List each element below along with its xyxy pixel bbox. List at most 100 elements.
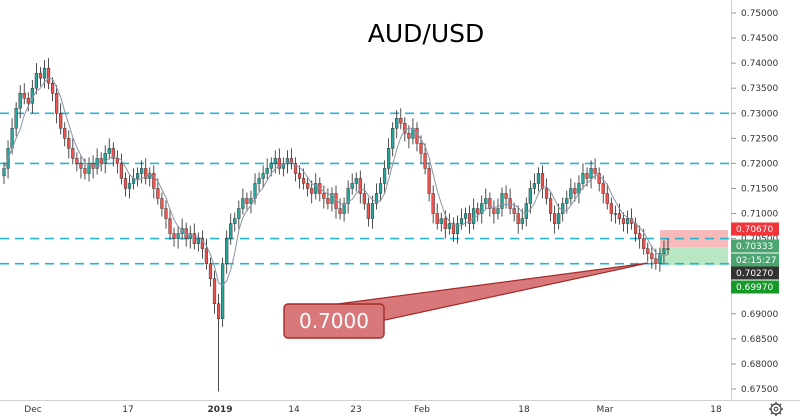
candle-down (366, 203, 370, 219)
callout-label: 0.7000 (299, 309, 369, 333)
candle-up (350, 183, 354, 189)
candle-down (75, 158, 79, 164)
settings-gear-icon[interactable] (769, 402, 783, 416)
candle-up (148, 173, 152, 179)
candle-up (257, 178, 261, 184)
candle-down (71, 148, 75, 159)
candle-up (237, 208, 241, 219)
candle-up (354, 178, 358, 184)
candle-up (225, 238, 229, 264)
candle-down (617, 213, 622, 219)
candle-down (492, 208, 496, 214)
candle-down (208, 263, 213, 279)
candle-up (565, 198, 569, 204)
candle-down (504, 193, 508, 199)
candle-up (666, 248, 670, 250)
candle-up (342, 203, 346, 214)
x-tick-label: 14 (288, 405, 300, 415)
candle-up (391, 128, 395, 149)
candle-down (488, 198, 492, 209)
price-tag (731, 239, 779, 253)
candle-up (520, 218, 524, 224)
candle-up (447, 223, 451, 229)
price-tag-label: 0.70270 (736, 269, 773, 279)
candle-up (196, 238, 200, 244)
candle-down (423, 153, 427, 169)
x-tick-label: 18 (710, 405, 722, 415)
candle-down (609, 203, 613, 214)
candle-up (613, 213, 617, 215)
y-tick-label: 0.69000 (741, 310, 778, 320)
moving-average-line (3, 77, 669, 287)
candle-up (34, 72, 38, 89)
candle-down (362, 193, 366, 204)
candle-up (103, 153, 107, 164)
candle-down (407, 133, 411, 139)
candle-up (480, 203, 484, 214)
candle-up (500, 193, 504, 209)
candle-down (451, 223, 456, 234)
y-tick-label: 0.71000 (741, 210, 778, 220)
candle-down (55, 93, 59, 114)
y-tick-label: 0.74000 (741, 59, 778, 69)
candle-down (597, 173, 601, 184)
price-tag (731, 253, 779, 267)
candle-down (277, 158, 281, 169)
candle-down (160, 198, 164, 209)
candle-up (387, 148, 391, 169)
candle-up (395, 118, 399, 129)
candle-up (589, 168, 593, 179)
candle-up (188, 233, 192, 239)
candle-up (95, 158, 99, 169)
candle-down (573, 188, 577, 194)
candle-up (524, 203, 528, 219)
candle-down (38, 72, 43, 79)
candle-down (601, 183, 605, 194)
callout-box[interactable] (283, 303, 385, 339)
candle-down (415, 128, 419, 144)
candle-up (265, 168, 269, 174)
y-tick-label: 0.73500 (741, 84, 778, 94)
candle-down (99, 158, 103, 164)
price-tag (731, 280, 779, 294)
candle-up (472, 208, 476, 224)
x-tick-label: Feb (414, 405, 430, 415)
candle-up (140, 168, 144, 174)
candle-down (297, 173, 302, 179)
candle-down (593, 168, 597, 174)
candle-up (241, 198, 245, 209)
y-tick-label: 0.68500 (741, 335, 778, 345)
candle-up (2, 168, 6, 177)
candle-down (310, 188, 314, 194)
candle-up (18, 93, 22, 109)
price-tag-label: 02:15:27 (736, 256, 776, 266)
candle-up (42, 67, 47, 79)
x-tick-label: 17 (122, 405, 133, 415)
candle-up (221, 263, 225, 320)
candle-up (662, 248, 666, 254)
candle-down (172, 233, 176, 239)
candle-up (569, 188, 573, 199)
candle-down (46, 67, 51, 84)
candle-down (63, 128, 67, 139)
candle-down (115, 158, 119, 164)
candle-down (111, 148, 115, 159)
y-tick-label: 0.74500 (741, 34, 778, 44)
candle-down (289, 158, 294, 164)
candle-up (459, 218, 464, 224)
candle-up (463, 213, 468, 219)
candle-down (152, 173, 156, 189)
candle-down (144, 168, 148, 179)
candle-down (468, 213, 472, 224)
candle-up (484, 198, 488, 204)
position-zones (660, 230, 728, 266)
candle-down (192, 233, 196, 244)
candle-up (439, 218, 443, 224)
candle-down (326, 198, 330, 204)
candle-down (168, 218, 172, 234)
candle-up (107, 148, 111, 154)
candle-up (561, 203, 565, 214)
target-zone (660, 247, 728, 266)
y-tick-label: 0.73000 (741, 109, 778, 119)
